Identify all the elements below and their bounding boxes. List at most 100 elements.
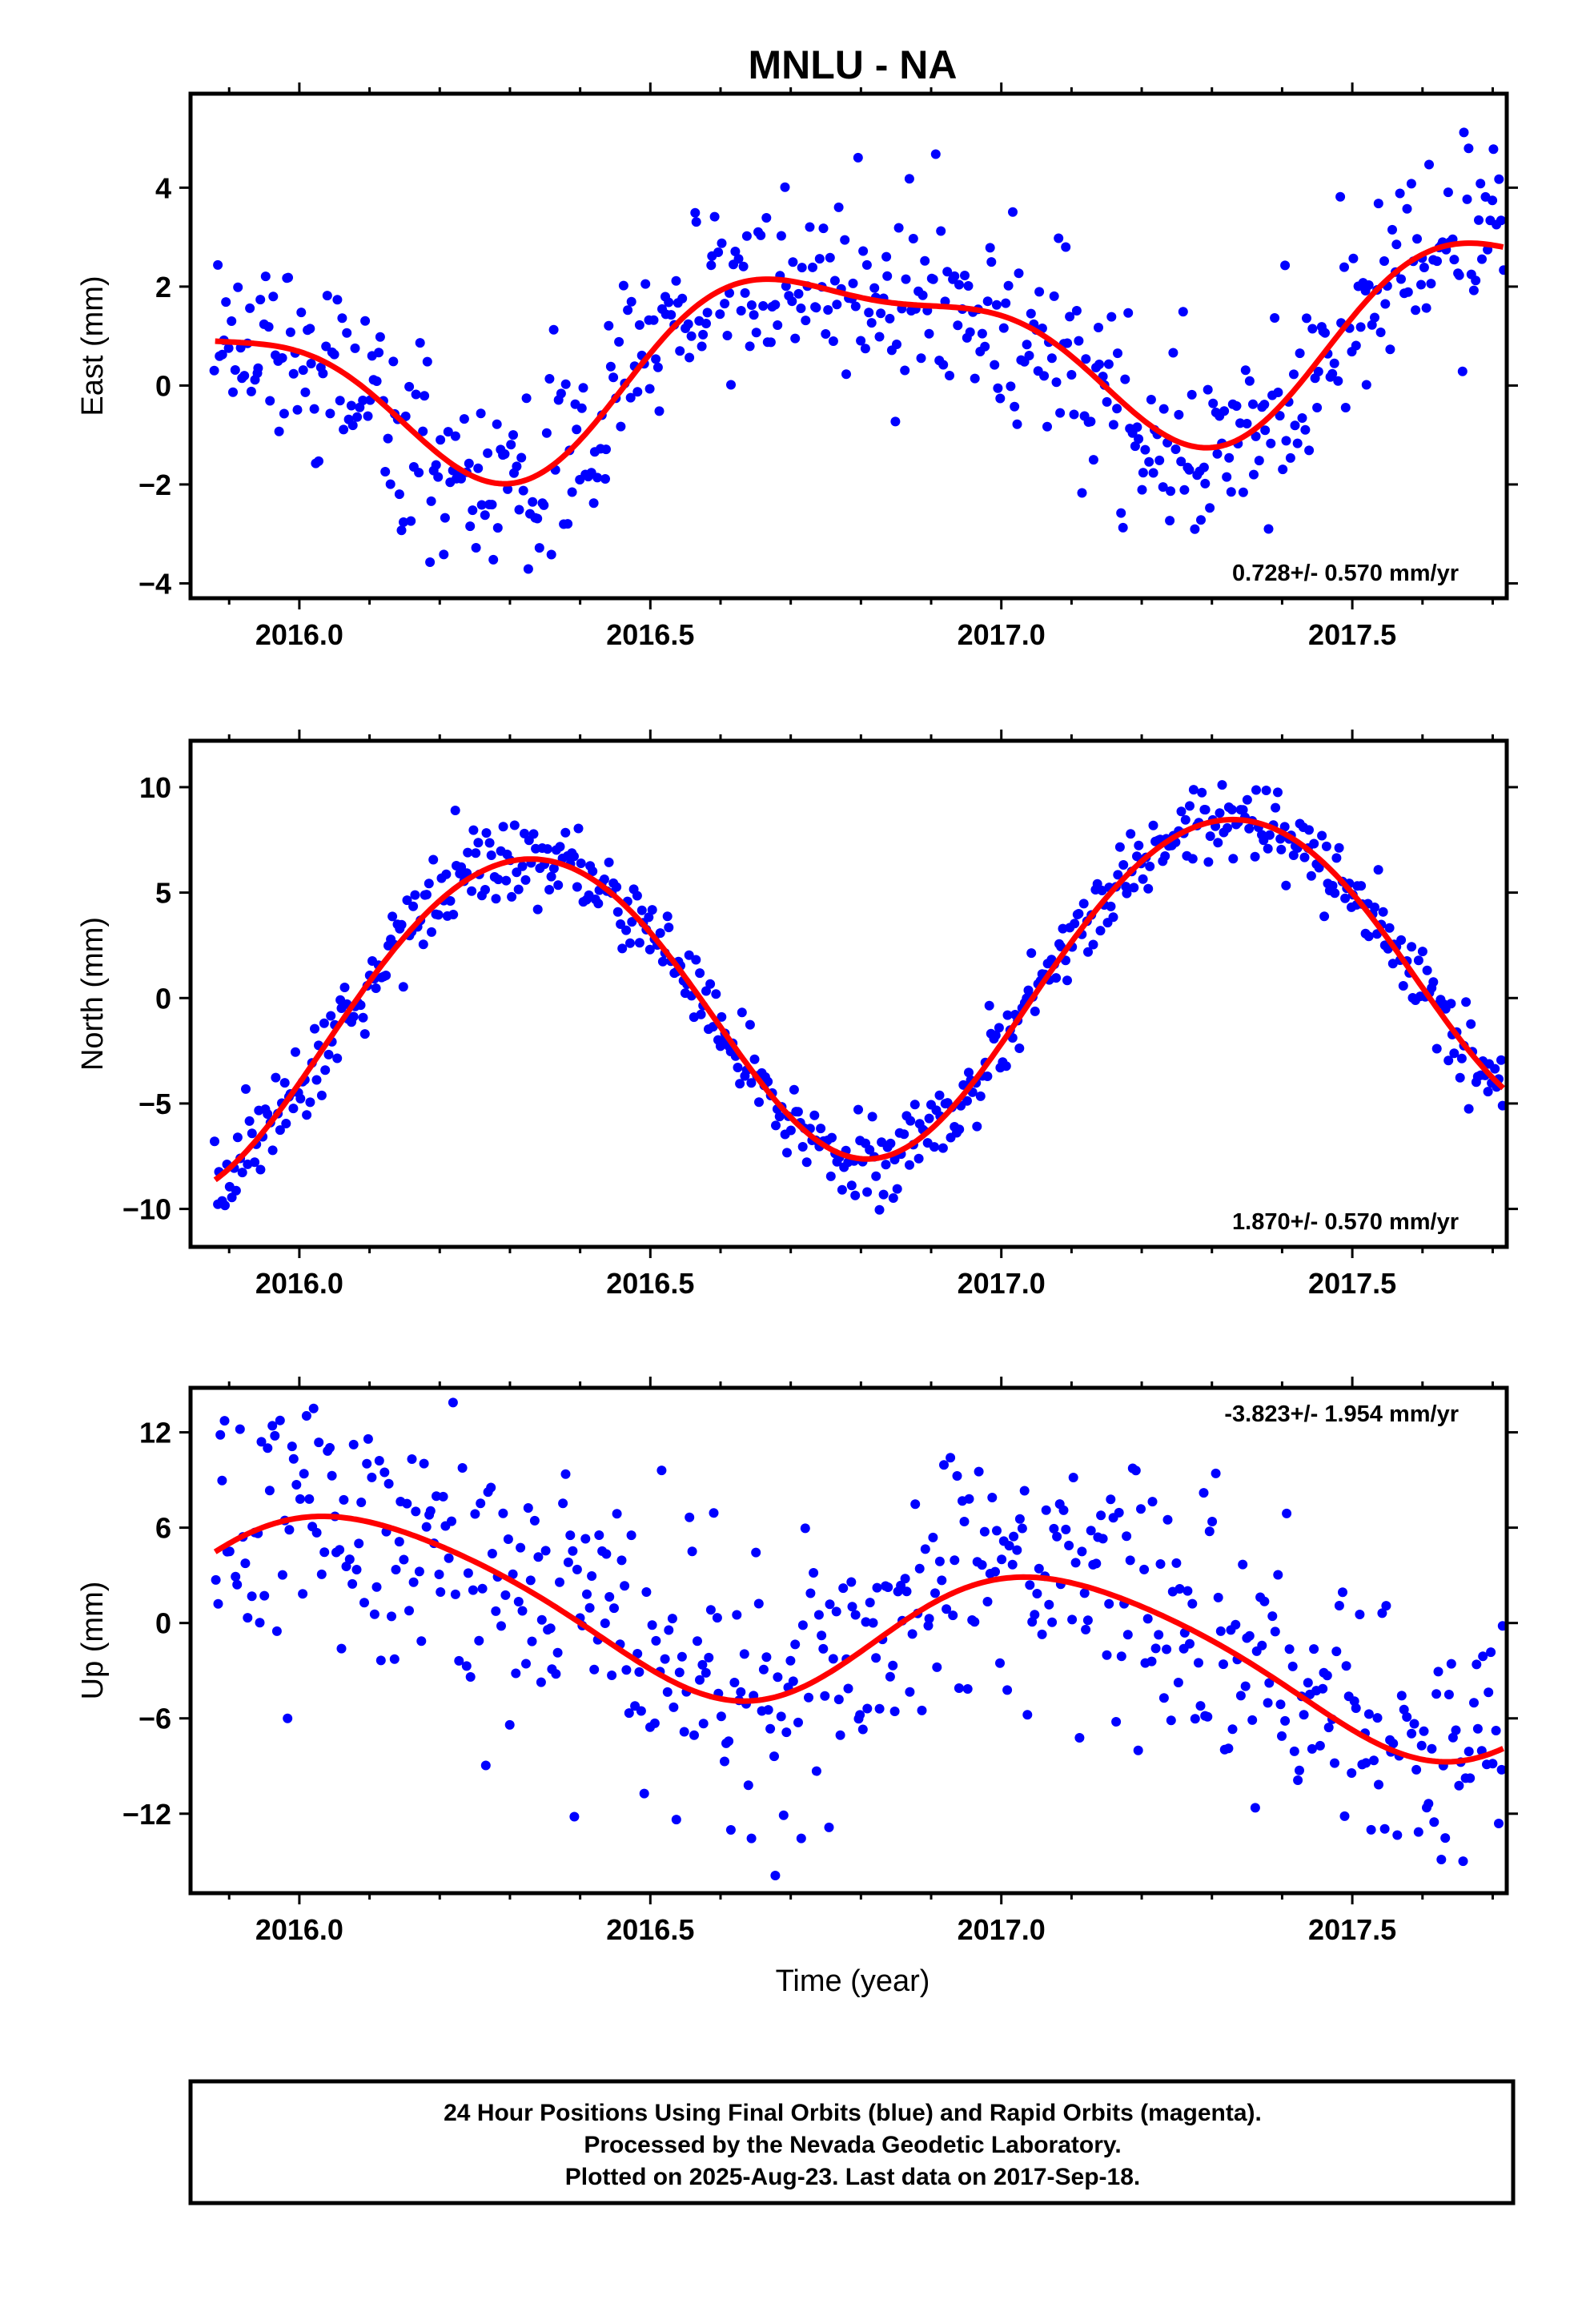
data-point [677,1651,687,1662]
x-tick-label: 2017.5 [1308,1913,1396,1946]
data-point [301,1411,311,1421]
data-point [220,1200,230,1211]
data-point [1014,1043,1025,1053]
data-point [1051,377,1062,388]
data-point [1406,179,1416,189]
data-point [1275,1699,1286,1710]
data-point [1022,340,1032,350]
data-point [540,1546,551,1556]
data-point [866,318,877,328]
data-point [950,1555,960,1566]
data-point [1200,805,1211,815]
data-point [1242,794,1252,805]
data-point [787,296,797,307]
data-point [697,341,707,352]
data-point [1419,263,1429,272]
data-point [990,360,1000,370]
data-point [408,901,419,911]
data-point [255,1618,265,1628]
data-point [1205,831,1215,842]
data-point [867,1112,877,1122]
data-point [1395,188,1405,199]
data-point [934,1090,945,1100]
data-point [1491,1726,1501,1735]
data-point [544,374,555,384]
data-point [541,428,552,438]
data-point [1240,365,1251,376]
data-point [463,847,473,858]
data-point [634,1667,644,1677]
data-point [1125,1555,1135,1566]
data-point [930,149,941,159]
data-point [578,383,588,393]
data-point [425,557,436,567]
data-point [1158,404,1169,414]
data-point [284,1525,295,1535]
data-point [621,925,632,935]
data-point [773,1672,783,1683]
data-point [231,1571,241,1582]
data-point [1275,411,1285,421]
data-point [1238,805,1248,815]
data-point [892,1184,902,1194]
data-point [660,1654,670,1664]
data-point [1488,1759,1498,1769]
data-point [322,291,332,301]
north-panel: 2016.0 2016.5 2017.0 2017.5 −10 −5 0 5 10 North (… [76,730,1518,1300]
data-point [339,983,350,992]
data-point [800,1523,810,1534]
data-point [1270,313,1280,323]
data-point [963,281,974,291]
data-point [459,414,469,424]
data-point [1223,1743,1234,1754]
data-point [761,213,772,223]
data-point [1002,1010,1013,1020]
data-point [1071,306,1082,316]
data-point [1289,369,1299,380]
data-point [990,1030,1001,1040]
data-point [1148,820,1158,830]
data-point [1001,298,1011,308]
plot-frame [188,1385,1509,1896]
data-point [1199,462,1209,472]
data-point [599,875,609,884]
data-point [930,1588,940,1598]
data-point [411,1506,421,1517]
data-point [1074,336,1084,346]
y-tick-label: 12 [139,1417,171,1449]
data-point [977,328,987,339]
data-point [1261,786,1271,795]
data-point [823,305,833,315]
data-point [675,346,685,356]
x-tick-label: 2017.0 [958,1267,1046,1300]
data-point [468,505,478,516]
data-point [625,938,635,948]
data-point [1065,312,1075,322]
data-point [260,271,271,282]
data-point [219,1416,230,1426]
y-axis-label: East (mm) [76,275,110,416]
data-point [569,851,579,862]
data-point [751,1547,761,1558]
data-point [350,343,360,353]
data-point [623,305,633,316]
data-point [477,1583,488,1594]
data-point [375,332,385,342]
data-point [975,1091,986,1101]
data-point [241,1084,251,1094]
data-point [1341,1661,1351,1671]
data-point [593,899,604,909]
data-point [930,1142,939,1152]
data-point [938,360,949,370]
data-point [671,1815,681,1825]
data-point [496,1621,506,1631]
data-point [221,297,231,308]
data-point [825,1171,836,1181]
data-point [253,363,263,373]
data-point [1459,127,1469,138]
data-point [1250,851,1260,862]
data-point [962,1684,973,1694]
data-point [856,336,866,346]
data-point [1299,852,1310,862]
data-point [588,866,598,876]
